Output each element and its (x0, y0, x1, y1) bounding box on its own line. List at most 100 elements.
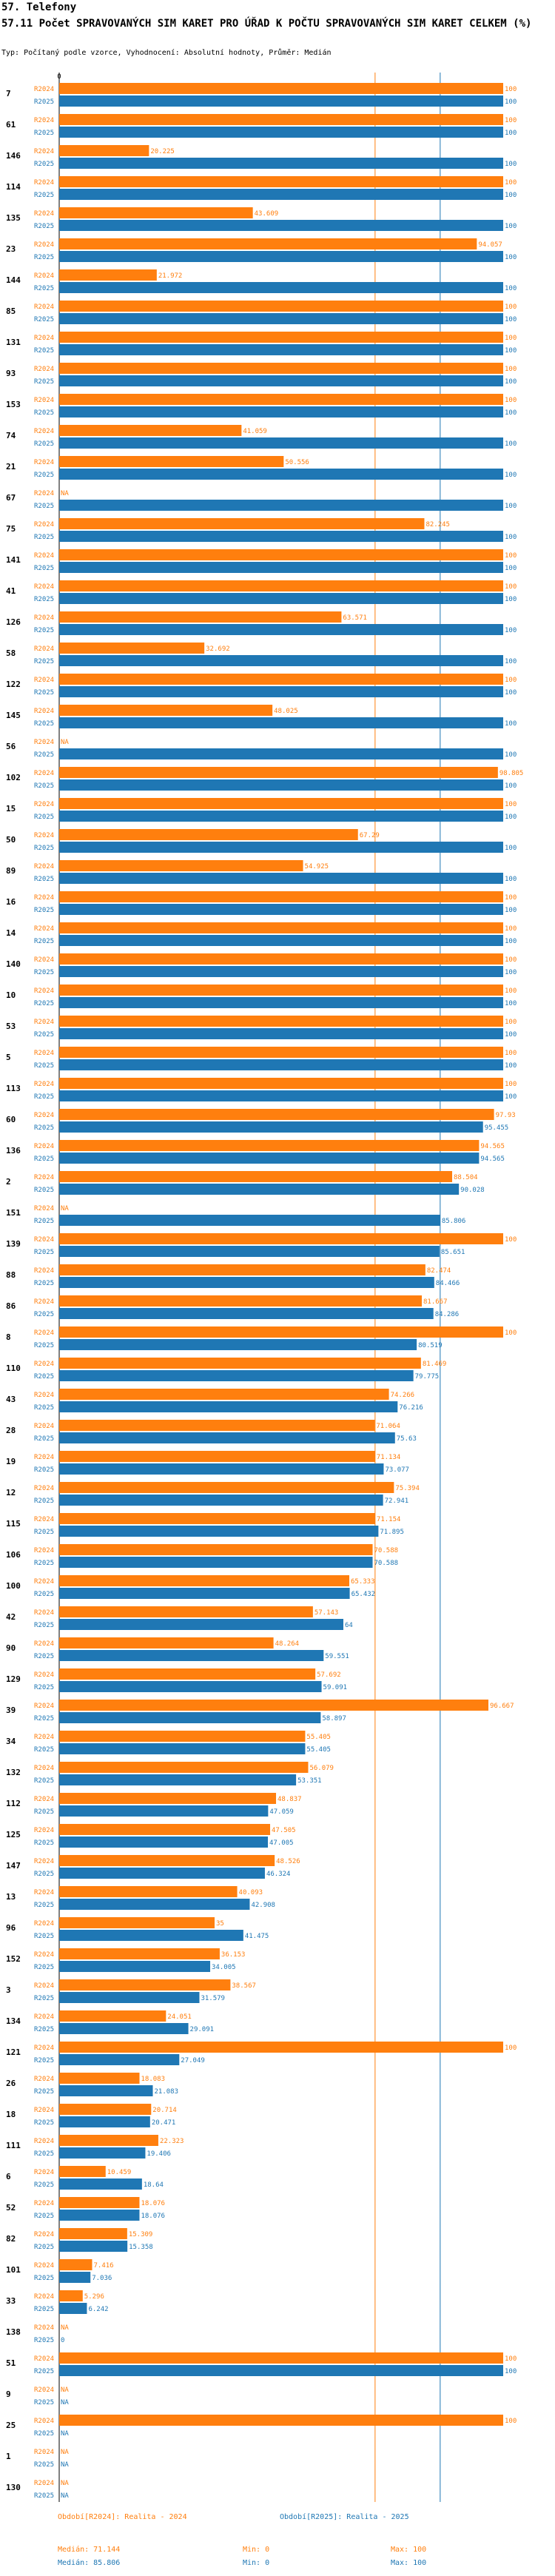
category-label-101: 101 (6, 2265, 21, 2275)
bar-2025-82 (59, 2241, 128, 2252)
bar-2025-58 (59, 655, 503, 666)
bar-2025-33 (59, 2303, 87, 2314)
value-label-2024-9: NA (61, 2387, 69, 2394)
bar-2024-15 (59, 798, 503, 809)
bar-2024-134 (59, 2010, 166, 2022)
bar-2024-115 (59, 1513, 375, 1524)
value-label-2025-75: 100 (505, 534, 517, 541)
bar-2024-52 (59, 2197, 140, 2208)
bar-2024-28 (59, 1420, 375, 1431)
value-label-2024-130: NA (61, 2480, 69, 2487)
bar-2024-33 (59, 2290, 83, 2301)
series-label-2024-15: R2024 (34, 801, 54, 808)
bar-2025-114 (59, 189, 503, 200)
series-label-2025-93: R2025 (34, 378, 54, 386)
value-label-2024-146: 20.225 (150, 148, 175, 155)
bar-2024-2 (59, 1171, 453, 1182)
value-label-2024-144: 21.972 (158, 272, 183, 280)
value-label-2024-145: 48.025 (274, 708, 298, 715)
bar-2024-8 (59, 1326, 503, 1338)
bar-2025-129 (59, 1681, 322, 1692)
bar-2024-50 (59, 829, 358, 840)
bar-2025-56 (59, 748, 503, 759)
series-label-2024-100: R2024 (34, 1578, 54, 1586)
bar-2025-13 (59, 1899, 250, 1910)
series-label-2024-113: R2024 (34, 1081, 54, 1088)
series-label-2025-82: R2025 (34, 2244, 54, 2251)
value-label-2025-111: 19.406 (147, 2150, 171, 2158)
series-label-2024-85: R2024 (34, 303, 54, 311)
bar-2024-10 (59, 985, 503, 996)
series-label-2024-34: R2024 (34, 1734, 54, 1741)
series-label-2024-75: R2024 (34, 521, 54, 529)
bar-2024-111 (59, 2135, 158, 2146)
category-label-93: 93 (6, 369, 16, 378)
series-label-2024-136: R2024 (34, 1143, 54, 1150)
value-label-2025-13: 42.908 (251, 1902, 275, 1909)
series-label-2024-56: R2024 (34, 739, 54, 746)
series-label-2024-21: R2024 (34, 459, 54, 466)
value-label-2024-106: 70.588 (374, 1547, 399, 1554)
value-label-2024-147: 48.526 (276, 1858, 300, 1865)
series-label-2024-139: R2024 (34, 1236, 54, 1244)
bar-2024-145 (59, 705, 273, 716)
value-label-2025-41: 100 (505, 596, 517, 603)
series-label-2025-115: R2025 (34, 1529, 54, 1536)
series-label-2024-134: R2024 (34, 2013, 54, 2021)
series-label-2025-39: R2025 (34, 1715, 54, 1723)
value-label-2024-10: 100 (505, 987, 517, 995)
category-label-33: 33 (6, 2296, 16, 2306)
value-label-2025-1: NA (61, 2461, 69, 2469)
bar-2024-110 (59, 1358, 421, 1369)
value-label-2025-134: 29.091 (190, 2026, 215, 2033)
bar-2024-42 (59, 1606, 313, 1617)
series-label-2025-144: R2025 (34, 285, 54, 292)
bar-2024-43 (59, 1389, 389, 1400)
series-label-2025-102: R2025 (34, 782, 54, 790)
value-label-2025-152: 34.005 (212, 1964, 236, 1971)
value-label-2024-7: 100 (505, 86, 517, 93)
category-label-140: 140 (6, 959, 21, 969)
value-label-2025-23: 100 (505, 254, 517, 261)
series-label-2025-75: R2025 (34, 534, 54, 541)
bar-2024-61 (59, 114, 503, 125)
category-label-60: 60 (6, 1115, 16, 1124)
bar-2025-139 (59, 1246, 440, 1257)
bar-2025-2 (59, 1184, 460, 1195)
series-label-2025-67: R2025 (34, 503, 54, 510)
value-label-2024-140: 100 (505, 956, 517, 964)
series-label-2024-28: R2024 (34, 1423, 54, 1430)
series-label-2024-115: R2024 (34, 1516, 54, 1523)
bar-2024-136 (59, 1140, 480, 1151)
series-label-2024-14: R2024 (34, 925, 54, 933)
value-label-2025-7: 100 (505, 98, 517, 106)
series-label-2024-58: R2024 (34, 645, 54, 653)
value-label-2025-88: 84.466 (436, 1280, 460, 1287)
category-label-10: 10 (6, 990, 16, 1000)
bar-2025-147 (59, 1868, 265, 1879)
category-label-139: 139 (6, 1239, 21, 1249)
category-label-144: 144 (6, 275, 21, 285)
bar-2025-110 (59, 1370, 414, 1381)
bar-2025-122 (59, 686, 503, 697)
value-label-2025-6: 18.64 (144, 2181, 164, 2189)
bar-2025-6 (59, 2178, 142, 2190)
category-label-88: 88 (6, 1270, 16, 1280)
value-label-2025-12: 72.941 (385, 1497, 409, 1505)
series-label-2025-139: R2025 (34, 1249, 54, 1256)
bar-2025-134 (59, 2023, 189, 2034)
value-label-2024-14: 100 (505, 925, 517, 933)
value-label-2025-33: 6.242 (88, 2306, 108, 2313)
series-label-2024-126: R2024 (34, 614, 54, 622)
series-label-2025-23: R2025 (34, 254, 54, 261)
category-label-75: 75 (6, 524, 16, 534)
category-label-12: 12 (6, 1488, 16, 1497)
bar-2024-125 (59, 1824, 271, 1835)
series-label-2024-138: R2024 (34, 2324, 54, 2332)
series-label-2025-146: R2025 (34, 161, 54, 168)
series-label-2024-82: R2024 (34, 2231, 54, 2238)
value-label-2025-15: 100 (505, 814, 517, 821)
category-label-23: 23 (6, 244, 16, 254)
bar-2025-19 (59, 1463, 384, 1475)
